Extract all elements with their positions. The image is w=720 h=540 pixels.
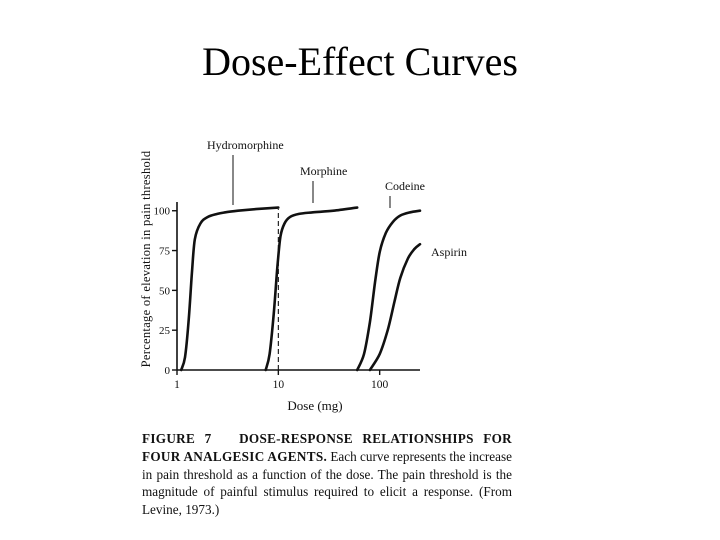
y-axis-label: Percentage of elevation in pain threshol… <box>139 150 153 367</box>
y-tick-label: 75 <box>159 246 171 258</box>
series-line-aspirin <box>368 242 422 372</box>
series-label-hydromorphine: Hydromorphine <box>207 138 284 152</box>
x-tick-label: 100 <box>371 379 389 391</box>
slide-title: Dose-Effect Curves <box>202 39 518 84</box>
chart-series <box>179 206 422 372</box>
caption-label: FIGURE 7 <box>142 431 212 446</box>
chart-axes: 0 25 50 75 100 1 10 100 <box>154 202 420 391</box>
y-tick-label: 0 <box>165 365 171 377</box>
x-tick-label: 1 <box>174 379 180 391</box>
series-labels: Hydromorphine Morphine Codeine Aspirin <box>207 138 467 259</box>
x-tick-label: 10 <box>273 379 285 391</box>
caption-body: Each curve represents the increase in pa… <box>142 448 513 518</box>
series-line-codeine <box>355 209 422 372</box>
y-tick-label: 100 <box>154 206 171 218</box>
series-line-morphine <box>264 206 359 372</box>
series-label-aspirin: Aspirin <box>431 245 467 259</box>
series-label-codeine: Codeine <box>385 179 425 193</box>
series-line-hydromorphine <box>179 206 280 372</box>
y-tick-label: 50 <box>159 285 171 297</box>
series-label-morphine: Morphine <box>300 164 347 178</box>
figure-caption: FIGURE 7 DOSE-RESPONSE RELATIONSHIPS FOR… <box>142 430 512 519</box>
y-tick-label: 25 <box>159 325 171 337</box>
x-axis-label: Dose (mg) <box>287 398 342 413</box>
caption-heading: DOSE-RESPONSE RELATIONSHIPS FOR FOUR ANA… <box>142 431 512 464</box>
